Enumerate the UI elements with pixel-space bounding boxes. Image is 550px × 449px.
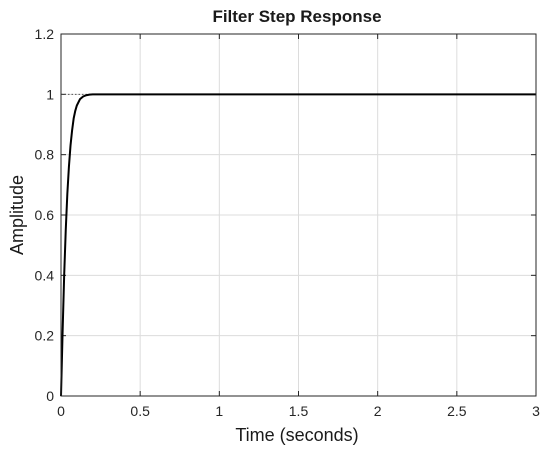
y-tick-label: 1 bbox=[46, 86, 54, 102]
y-tick-label: 0 bbox=[46, 388, 54, 404]
axes-box bbox=[60, 33, 537, 397]
y-tick-labels: 0 0.2 0.4 0.6 0.8 1 1.2 bbox=[35, 26, 55, 404]
x-tick-label: 1 bbox=[215, 403, 223, 419]
y-tick-label: 0.4 bbox=[35, 267, 55, 283]
x-tick-labels: 0 0.5 1 1.5 2 2.5 3 bbox=[57, 403, 540, 419]
x-tick-label: 0.5 bbox=[130, 403, 150, 419]
y-tick-label: 0.8 bbox=[35, 147, 55, 163]
series-line-step-response bbox=[60, 93, 536, 397]
chart-title: Filter Step Response bbox=[212, 7, 381, 26]
y-tick-label: 0.6 bbox=[35, 207, 55, 223]
y-axis-label: Amplitude bbox=[7, 175, 27, 255]
x-axis-label: Time (seconds) bbox=[235, 425, 358, 445]
y-tick-label: 0.2 bbox=[35, 328, 55, 344]
x-tick-label: 3 bbox=[532, 403, 540, 419]
x-tick-label: 2 bbox=[374, 403, 382, 419]
x-tick-label: 1.5 bbox=[289, 403, 309, 419]
y-tick-label: 1.2 bbox=[35, 26, 55, 42]
x-tick-label: 0 bbox=[57, 403, 65, 419]
x-tick-label: 2.5 bbox=[447, 403, 467, 419]
